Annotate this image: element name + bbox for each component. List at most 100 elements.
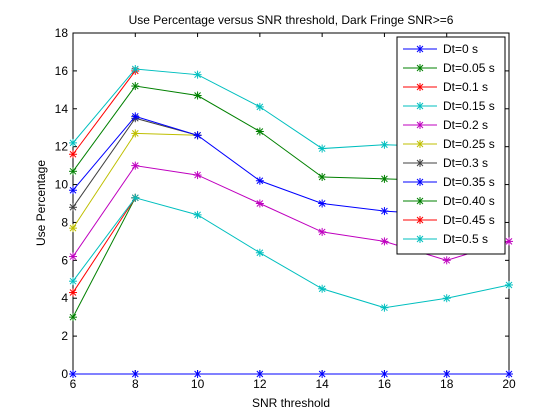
x-tick-label: 12 [253, 377, 267, 391]
legend-marker [416, 216, 424, 224]
data-point [255, 370, 264, 378]
series-4 [69, 193, 513, 312]
series-line [72, 70, 136, 155]
data-point [255, 176, 264, 185]
data-point [318, 172, 327, 181]
data-point [255, 248, 264, 257]
legend-label: Dt=0.15 s [443, 99, 495, 113]
data-point [442, 294, 451, 303]
legend-label: Dt=0.5 s [443, 232, 488, 246]
data-point [69, 167, 77, 176]
legend-item: Dt=0.25 s [403, 137, 495, 151]
data-point [193, 171, 202, 180]
data-point [318, 284, 327, 293]
series-line [72, 165, 510, 261]
data-point [69, 288, 77, 297]
data-point [318, 370, 327, 378]
x-tick-label: 16 [378, 377, 392, 391]
data-point [318, 144, 327, 153]
legend-marker [416, 178, 424, 186]
data-point [380, 370, 389, 378]
series-line [72, 197, 136, 293]
legend-box [396, 36, 506, 255]
data-point [193, 70, 202, 79]
data-point [380, 174, 389, 183]
legend-item: Dt=0.40 s [403, 194, 495, 208]
y-tick-label: 16 [55, 64, 69, 78]
legend-label: Dt=0.25 s [443, 137, 495, 151]
data-point [69, 277, 77, 286]
data-point [193, 210, 202, 219]
series-8 [69, 112, 451, 219]
data-point [442, 370, 451, 378]
data-point [69, 150, 77, 159]
legend-marker [416, 121, 424, 129]
data-point [131, 193, 140, 202]
y-tick-label: 2 [61, 329, 68, 343]
data-point [69, 138, 77, 147]
series-layer [69, 64, 513, 378]
legend: Dt=0 s Dt=0.05 s Dt=0.1 s Dt=0.15 s Dt=0.2 s… [396, 36, 506, 255]
legend-item: Dt=0.3 s [403, 156, 488, 170]
x-axis-label: SNR threshold [252, 396, 330, 410]
legend-marker [416, 197, 424, 205]
legend-marker [416, 83, 424, 91]
legend-label: Dt=0.40 s [443, 194, 495, 208]
legend-item: Dt=0 s [403, 42, 478, 56]
legend-marker [416, 64, 424, 72]
data-point [193, 370, 202, 378]
y-tick-label: 12 [55, 140, 69, 154]
data-point [505, 237, 513, 246]
axis-ticks: 6 8 10 12 14 16 18 20 0 2 4 6 8 10 12 14 16 18 [55, 26, 516, 391]
data-point [193, 91, 202, 100]
y-tick-label: 4 [61, 291, 68, 305]
y-tick-label: 0 [61, 367, 68, 381]
legend-marker [416, 140, 424, 148]
legend-marker [416, 102, 424, 110]
legend-label: Dt=0.05 s [443, 61, 495, 75]
data-point [69, 186, 77, 195]
data-point [255, 102, 264, 111]
data-point [131, 64, 140, 73]
x-tick-label: 14 [315, 377, 329, 391]
data-point [69, 224, 77, 233]
data-point [380, 303, 389, 312]
data-point [131, 370, 140, 378]
legend-label: Dt=0.1 s [443, 80, 488, 94]
legend-label: Dt=0.45 s [443, 213, 495, 227]
data-point [69, 203, 77, 212]
data-point [380, 207, 389, 216]
series-1 [69, 370, 513, 378]
data-point [255, 199, 264, 208]
data-point [255, 127, 264, 136]
series-5 [69, 161, 513, 265]
data-point [505, 280, 513, 289]
data-point [131, 161, 140, 170]
legend-item: Dt=0.45 s [403, 213, 495, 227]
legend-item: Dt=0.15 s [403, 99, 495, 113]
x-tick-label: 10 [191, 377, 205, 391]
legend-label: Dt=0.3 s [443, 156, 488, 170]
x-tick-label: 18 [440, 377, 454, 391]
data-point [505, 370, 513, 378]
y-tick-label: 14 [55, 102, 69, 116]
data-point [131, 82, 140, 91]
legend-item: Dt=0.2 s [403, 118, 488, 132]
series-line [72, 197, 136, 318]
data-point [380, 237, 389, 246]
data-point [69, 252, 77, 261]
data-point [380, 140, 389, 149]
x-tick-label: 8 [132, 377, 139, 391]
legend-item: Dt=0.35 s [403, 175, 495, 189]
data-point [193, 131, 202, 140]
legend-item: Dt=0.05 s [403, 61, 495, 75]
series-line [72, 197, 510, 309]
y-tick-label: 6 [61, 253, 68, 267]
data-point [69, 313, 77, 322]
data-point [318, 227, 327, 236]
legend-marker [416, 45, 424, 53]
x-tick-label: 20 [502, 377, 516, 391]
legend-marker [416, 235, 424, 243]
data-point [131, 129, 140, 138]
